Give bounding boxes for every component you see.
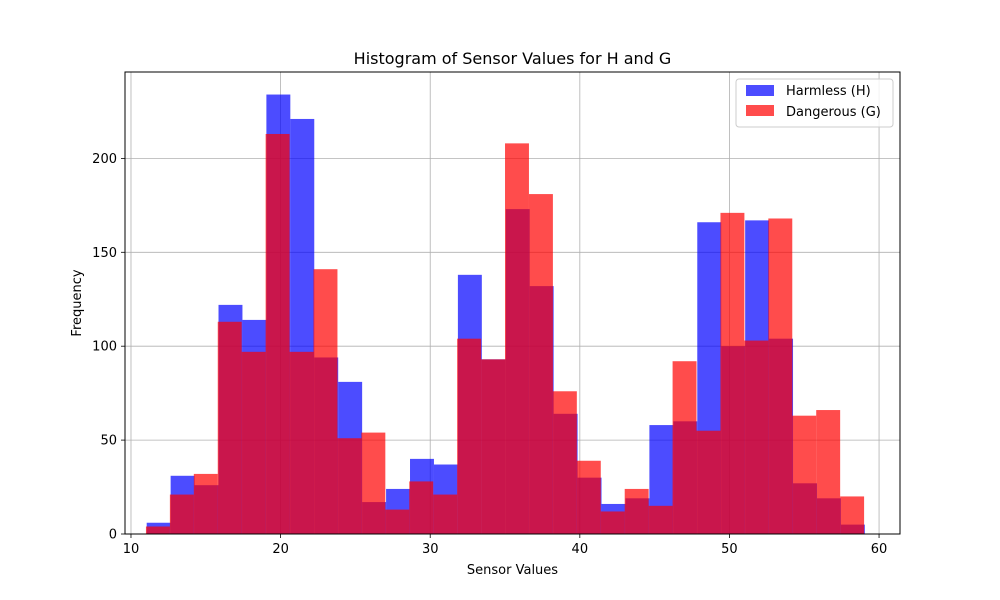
x-tick-label: 60: [871, 542, 888, 557]
x-tick-label: 50: [721, 542, 738, 557]
histogram-bars: [145, 94, 865, 535]
axis-ticks: 10 20 30 40 50 60 0 50 100 150 200: [92, 152, 887, 557]
y-tick-label: 0: [109, 528, 117, 543]
legend-label-harmless: Harmless (H): [786, 84, 871, 99]
legend-swatch-dangerous: [746, 105, 774, 116]
histogram-bar: [289, 351, 314, 534]
histogram-bar: [792, 415, 817, 534]
histogram-bar: [528, 194, 553, 534]
histogram-bar: [409, 481, 434, 534]
y-tick-label: 100: [92, 340, 117, 355]
y-axis-label: Frequency: [70, 269, 85, 336]
histogram-bar: [672, 361, 697, 534]
histogram-bar: [481, 359, 506, 534]
histogram-bar: [744, 340, 769, 534]
x-tick-label: 10: [123, 542, 140, 557]
histogram-bar: [193, 473, 218, 534]
histogram-bar: [552, 391, 577, 534]
histogram-bar: [624, 488, 649, 534]
histogram-bar: [720, 212, 745, 535]
histogram-bar: [768, 218, 793, 535]
y-tick-label: 150: [92, 246, 117, 261]
histogram-bar: [648, 505, 673, 534]
histogram-bar: [433, 494, 458, 534]
histogram-bar: [505, 143, 529, 535]
histogram-bar: [145, 526, 170, 534]
histogram-bar: [361, 432, 386, 534]
legend-label-dangerous: Dangerous (G): [786, 105, 881, 120]
histogram-bar: [840, 496, 865, 534]
x-tick-label: 20: [272, 542, 289, 557]
x-tick-label: 30: [422, 542, 439, 557]
x-axis-label: Sensor Values: [467, 563, 558, 578]
y-tick-label: 200: [92, 152, 117, 167]
series-dangerous: [145, 133, 865, 535]
histogram-bar: [576, 460, 601, 534]
histogram-bar: [241, 351, 266, 534]
legend: Harmless (H) Dangerous (G): [735, 78, 894, 128]
legend-box: [735, 78, 894, 128]
x-tick-label: 40: [572, 542, 589, 557]
histogram-bar: [696, 430, 721, 534]
legend-swatch-harmless: [746, 85, 774, 96]
histogram-bar: [265, 133, 290, 534]
y-tick-label: 50: [100, 434, 117, 449]
histogram-bar: [313, 269, 338, 534]
chart-title: Histogram of Sensor Values for H and G: [354, 49, 672, 68]
histogram-bar: [600, 511, 625, 534]
histogram-bar: [169, 494, 194, 534]
histogram-bar: [337, 438, 362, 534]
histogram-bar: [217, 321, 242, 534]
histogram-bar: [385, 509, 410, 534]
histogram-bar: [816, 410, 841, 534]
plot-frame: [124, 71, 901, 535]
histogram-bar: [457, 338, 482, 534]
